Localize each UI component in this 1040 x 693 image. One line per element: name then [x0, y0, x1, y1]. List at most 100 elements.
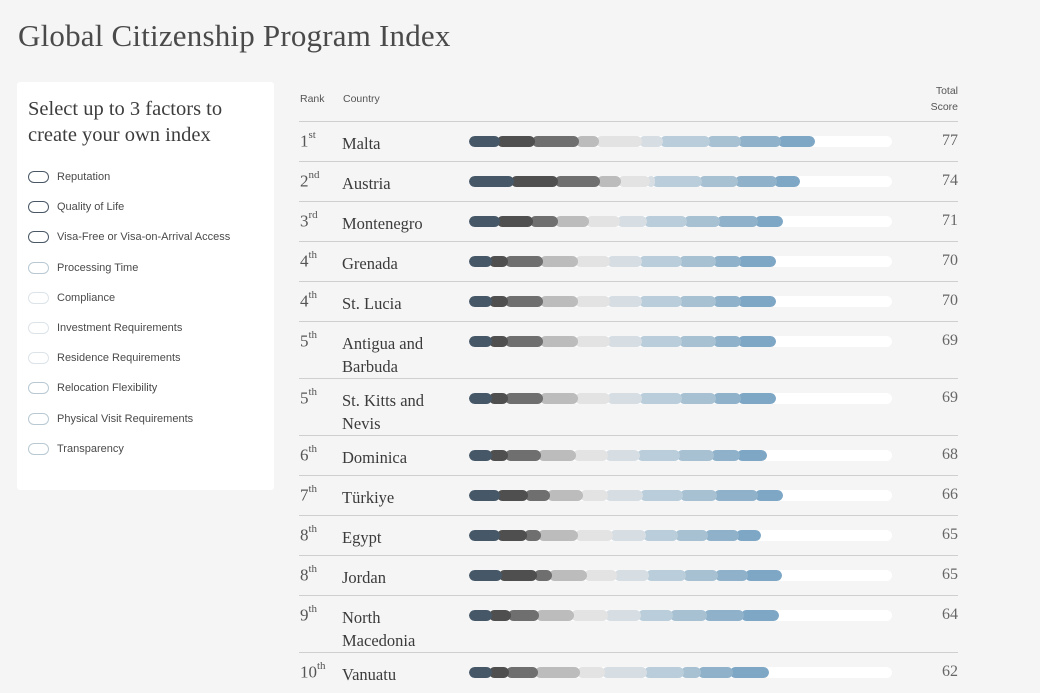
country-name[interactable]: Türkiye — [342, 488, 395, 507]
score-breakdown-bar[interactable] — [469, 667, 892, 678]
country-name[interactable]: Montenegro — [342, 214, 423, 233]
factor-segment[interactable] — [575, 296, 610, 307]
factor-segment[interactable] — [737, 450, 767, 461]
factor-segment[interactable] — [605, 450, 640, 461]
factor-segment[interactable] — [639, 296, 682, 307]
table-row[interactable]: 8th Egypt 65 — [299, 515, 958, 556]
factor-toggle-reputation[interactable]: Reputation — [28, 168, 110, 186]
factor-segment[interactable] — [755, 490, 783, 501]
factor-segment[interactable] — [525, 490, 550, 501]
factor-segment[interactable] — [677, 450, 714, 461]
factor-segment[interactable] — [575, 530, 613, 541]
factor-segment[interactable] — [505, 256, 543, 267]
factor-segment[interactable] — [538, 450, 576, 461]
factor-segment[interactable] — [534, 570, 552, 581]
country-name[interactable]: Austria — [342, 174, 391, 193]
country-name[interactable]: Antigua and Barbuda — [342, 334, 424, 376]
factor-segment[interactable] — [505, 296, 543, 307]
factor-segment[interactable] — [469, 256, 492, 267]
factor-segment[interactable] — [698, 667, 733, 678]
factor-segment[interactable] — [607, 296, 642, 307]
factor-segment[interactable] — [714, 490, 758, 501]
table-row[interactable]: 10th Vanuatu 62 — [299, 652, 958, 693]
factor-segment[interactable] — [637, 450, 680, 461]
factor-segment[interactable] — [586, 216, 620, 227]
factor-segment[interactable] — [511, 176, 558, 187]
factor-segment[interactable] — [571, 610, 608, 621]
factor-segment[interactable] — [573, 450, 608, 461]
factor-segment[interactable] — [639, 393, 682, 404]
factor-segment[interactable] — [607, 393, 642, 404]
table-row[interactable]: 5th Antigua and Barbuda 69 — [299, 321, 958, 379]
factor-segment[interactable] — [555, 176, 600, 187]
factor-toggle-transparency[interactable]: Transparency — [28, 440, 124, 458]
score-breakdown-bar[interactable] — [469, 216, 892, 227]
toggle-switch-icon[interactable] — [28, 382, 49, 394]
factor-segment[interactable] — [738, 336, 776, 347]
factor-segment[interactable] — [607, 256, 642, 267]
factor-segment[interactable] — [469, 216, 500, 227]
country-name[interactable]: North Macedonia — [342, 608, 416, 650]
table-row[interactable]: 4th St. Lucia 70 — [299, 281, 958, 322]
factor-segment[interactable] — [497, 490, 528, 501]
factor-segment[interactable] — [535, 667, 580, 678]
factor-segment[interactable] — [707, 136, 741, 147]
factor-toggle-residence-requirements[interactable]: Residence Requirements — [28, 349, 181, 367]
country-name[interactable]: Vanuatu — [342, 665, 397, 684]
factor-segment[interactable] — [679, 256, 716, 267]
factor-segment[interactable] — [738, 256, 776, 267]
factor-segment[interactable] — [644, 667, 684, 678]
table-row[interactable]: 8th Jordan 65 — [299, 555, 958, 596]
factor-segment[interactable] — [596, 136, 642, 147]
factor-segment[interactable] — [610, 530, 646, 541]
factor-segment[interactable] — [717, 216, 758, 227]
factor-segment[interactable] — [713, 336, 741, 347]
factor-segment[interactable] — [469, 610, 492, 621]
factor-toggle-investment-requirements[interactable]: Investment Requirements — [28, 319, 182, 337]
score-breakdown-bar[interactable] — [469, 610, 892, 621]
factor-segment[interactable] — [575, 256, 610, 267]
factor-segment[interactable] — [469, 490, 500, 501]
factor-segment[interactable] — [643, 530, 678, 541]
factor-segment[interactable] — [540, 336, 578, 347]
country-name[interactable]: Jordan — [342, 568, 386, 587]
country-name[interactable]: St. Lucia — [342, 294, 402, 313]
score-breakdown-bar[interactable] — [469, 256, 892, 267]
toggle-switch-icon[interactable] — [28, 262, 49, 274]
factor-segment[interactable] — [497, 216, 533, 227]
factor-segment[interactable] — [469, 176, 514, 187]
table-row[interactable]: 3rd Montenegro 71 — [299, 201, 958, 242]
factor-segment[interactable] — [489, 393, 508, 404]
factor-segment[interactable] — [532, 136, 579, 147]
factor-segment[interactable] — [745, 570, 782, 581]
factor-segment[interactable] — [575, 393, 610, 404]
toggle-switch-icon[interactable] — [28, 322, 49, 334]
factor-segment[interactable] — [778, 136, 815, 147]
score-breakdown-bar[interactable] — [469, 450, 892, 461]
factor-segment[interactable] — [736, 530, 761, 541]
score-breakdown-bar[interactable] — [469, 393, 892, 404]
factor-segment[interactable] — [469, 530, 500, 541]
toggle-switch-icon[interactable] — [28, 413, 49, 425]
factor-segment[interactable] — [497, 530, 527, 541]
factor-segment[interactable] — [605, 610, 641, 621]
factor-segment[interactable] — [639, 136, 663, 147]
factor-segment[interactable] — [469, 450, 492, 461]
rank-column-header[interactable]: Rank — [300, 93, 325, 105]
factor-segment[interactable] — [614, 570, 649, 581]
factor-segment[interactable] — [639, 336, 682, 347]
factor-segment[interactable] — [530, 216, 558, 227]
factor-segment[interactable] — [469, 570, 502, 581]
factor-segment[interactable] — [715, 570, 748, 581]
toggle-switch-icon[interactable] — [28, 352, 49, 364]
factor-segment[interactable] — [538, 530, 578, 541]
factor-segment[interactable] — [540, 256, 578, 267]
factor-segment[interactable] — [675, 530, 708, 541]
factor-segment[interactable] — [555, 216, 589, 227]
factor-segment[interactable] — [741, 610, 779, 621]
table-row[interactable]: 5th St. Kitts and Nevis 69 — [299, 378, 958, 436]
factor-segment[interactable] — [730, 667, 769, 678]
factor-segment[interactable] — [738, 136, 781, 147]
toggle-switch-icon[interactable] — [28, 171, 49, 183]
total-score-column-header[interactable]: Total Score — [910, 83, 958, 115]
